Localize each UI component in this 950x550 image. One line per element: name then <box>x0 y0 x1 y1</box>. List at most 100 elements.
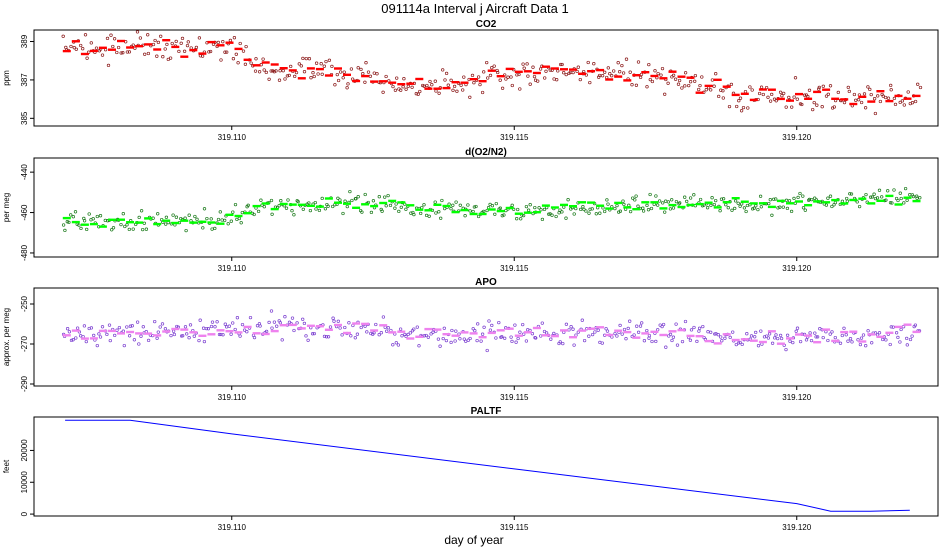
raw-data-point <box>394 202 398 206</box>
raw-data-point <box>89 41 93 45</box>
average-dash <box>424 327 433 331</box>
average-dash <box>153 334 162 337</box>
average-dash <box>560 68 568 71</box>
raw-data-point <box>168 56 173 60</box>
raw-data-point <box>117 325 122 330</box>
raw-data-point <box>158 325 162 329</box>
average-dash <box>813 341 822 344</box>
average-dash <box>279 324 288 327</box>
average-dash <box>433 203 442 206</box>
average-dash <box>587 70 596 73</box>
raw-data-point <box>770 341 775 345</box>
raw-data-point <box>71 338 75 342</box>
average-dash <box>813 90 822 94</box>
raw-data-point <box>622 327 627 332</box>
raw-data-point <box>784 347 788 352</box>
raw-data-point <box>488 73 493 78</box>
raw-data-point <box>254 57 258 61</box>
average-dash <box>406 82 415 85</box>
raw-data-point <box>850 340 854 344</box>
raw-data-point <box>596 328 600 332</box>
raw-data-point <box>225 50 229 54</box>
raw-data-point <box>422 203 426 207</box>
raw-data-point <box>461 88 465 92</box>
raw-data-point <box>361 72 365 76</box>
raw-data-point <box>886 96 891 100</box>
raw-data-point <box>220 218 224 222</box>
average-dash <box>162 330 171 333</box>
average-dash <box>442 204 451 208</box>
raw-data-point <box>516 336 520 341</box>
raw-data-point <box>802 93 807 97</box>
raw-data-point <box>197 338 201 343</box>
raw-data-point <box>648 77 652 82</box>
y-tick-label: 389 <box>20 34 29 48</box>
raw-data-point <box>884 338 888 342</box>
raw-data-point <box>494 201 498 206</box>
raw-data-point <box>314 61 319 65</box>
raw-data-point <box>883 95 888 100</box>
raw-data-point <box>151 42 156 47</box>
raw-data-point <box>701 324 705 329</box>
average-dash <box>397 330 406 333</box>
raw-data-point <box>359 67 363 72</box>
raw-data-point <box>896 335 900 340</box>
raw-data-point <box>409 211 413 215</box>
average-dash <box>71 220 80 224</box>
raw-data-point <box>828 332 832 336</box>
raw-data-point <box>908 193 912 197</box>
raw-data-point <box>903 186 908 191</box>
raw-data-point <box>394 341 398 345</box>
raw-data-point <box>336 196 340 200</box>
average-dash <box>822 88 831 91</box>
average-dash <box>813 200 822 203</box>
raw-data-point <box>161 55 165 59</box>
raw-data-point <box>770 213 774 217</box>
raw-data-point <box>180 36 185 41</box>
raw-data-point <box>542 207 547 212</box>
raw-data-point <box>737 99 741 103</box>
raw-data-point <box>343 325 347 330</box>
raw-data-point <box>381 90 385 94</box>
raw-data-point <box>239 221 243 225</box>
raw-data-point <box>462 75 466 79</box>
raw-data-point <box>768 99 773 103</box>
raw-data-point <box>360 210 364 214</box>
average-dash <box>740 92 749 95</box>
raw-data-point <box>468 95 472 99</box>
raw-data-point <box>188 323 193 327</box>
raw-data-point <box>524 339 529 343</box>
average-dash <box>406 337 415 340</box>
raw-data-point <box>332 319 336 323</box>
raw-data-point <box>869 92 873 97</box>
raw-data-point <box>800 102 804 107</box>
average-dash <box>894 203 903 206</box>
raw-data-point <box>74 336 78 340</box>
average-dash <box>451 334 460 337</box>
average-dash <box>135 45 144 48</box>
raw-data-point <box>615 203 619 208</box>
raw-data-point <box>571 70 575 75</box>
average-dash <box>352 206 361 209</box>
raw-data-point <box>290 316 295 320</box>
raw-data-point <box>503 336 507 340</box>
raw-data-point <box>705 206 710 210</box>
raw-data-point <box>127 50 132 54</box>
average-dash <box>379 201 388 205</box>
raw-data-point <box>888 201 893 205</box>
raw-data-point <box>258 324 262 328</box>
raw-data-point <box>683 84 687 88</box>
average-dash <box>659 77 668 80</box>
raw-data-point <box>139 334 143 338</box>
raw-data-point <box>287 73 291 78</box>
raw-data-point <box>906 90 910 94</box>
raw-data-point <box>138 36 143 40</box>
average-dash <box>840 202 849 205</box>
average-dash <box>541 65 550 68</box>
raw-data-point <box>772 197 776 201</box>
raw-data-point <box>878 99 883 104</box>
raw-data-point <box>918 85 923 90</box>
raw-data-point <box>624 337 628 341</box>
raw-data-point <box>406 332 410 337</box>
raw-data-point <box>673 77 678 81</box>
